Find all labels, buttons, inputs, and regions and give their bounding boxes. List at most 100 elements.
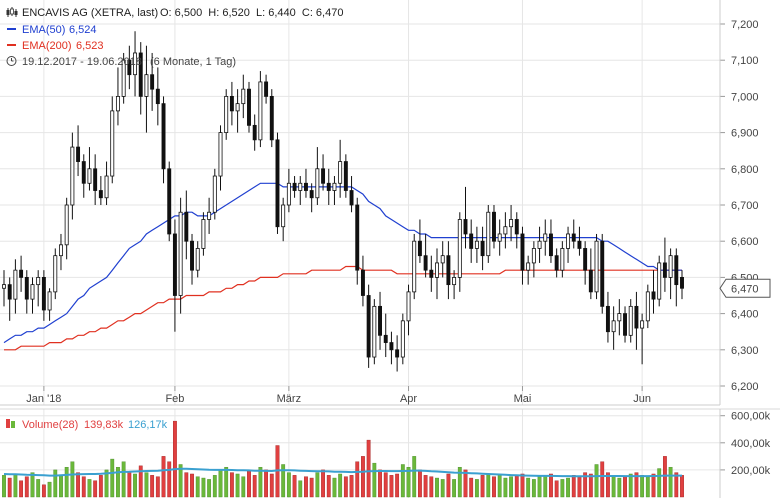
candle bbox=[474, 226, 479, 263]
candle bbox=[7, 277, 12, 321]
candle bbox=[309, 183, 314, 213]
candle-body-down bbox=[600, 240, 605, 307]
candle bbox=[36, 270, 41, 307]
candle bbox=[264, 74, 269, 104]
volume-bar-down bbox=[150, 475, 155, 498]
volume-bar-up bbox=[53, 469, 58, 498]
candle-body-down bbox=[167, 168, 172, 235]
clock-icon bbox=[6, 56, 17, 66]
candle-body-down bbox=[651, 291, 656, 300]
candle bbox=[338, 139, 343, 198]
candle bbox=[110, 96, 115, 184]
candle bbox=[172, 219, 177, 332]
candle bbox=[446, 241, 451, 300]
candle-body-down bbox=[127, 59, 132, 76]
candle-body-up bbox=[53, 255, 58, 293]
volume-bar-up bbox=[486, 473, 491, 498]
volume-bar-up bbox=[543, 475, 548, 498]
volume-bar-up bbox=[566, 477, 570, 498]
candle-body-down bbox=[98, 190, 103, 199]
candle-body-up bbox=[235, 103, 240, 112]
candle-body-up bbox=[104, 175, 109, 199]
candle bbox=[121, 52, 126, 104]
candle bbox=[252, 114, 257, 151]
volume-swatch-down bbox=[6, 419, 10, 428]
volume-bar-down bbox=[634, 472, 639, 498]
volume-bar-down bbox=[577, 476, 582, 498]
volume-bar-up bbox=[30, 472, 35, 498]
volume-bar-down bbox=[321, 469, 325, 498]
candle bbox=[258, 71, 263, 148]
volume-swatch-up bbox=[11, 421, 15, 428]
price-tick-label: 6,600 bbox=[731, 236, 759, 248]
x-tick-label: März bbox=[277, 393, 301, 405]
candle-body-down bbox=[343, 161, 348, 191]
candle bbox=[372, 299, 377, 365]
candle bbox=[93, 154, 98, 205]
candle-body-down bbox=[605, 305, 610, 333]
candle bbox=[144, 45, 149, 133]
candle bbox=[605, 291, 610, 343]
candle bbox=[235, 89, 240, 133]
volume-bar-down bbox=[383, 472, 388, 498]
candle-body-up bbox=[207, 211, 212, 220]
volume-bar-up bbox=[400, 464, 405, 498]
price-tick-label: 7,200 bbox=[731, 19, 759, 31]
candle-body-down bbox=[229, 96, 234, 112]
volume-bar-up bbox=[235, 473, 240, 498]
volume-bar-up bbox=[36, 479, 41, 498]
price-tick-label: 6,400 bbox=[731, 309, 759, 321]
candle-body-down bbox=[389, 342, 394, 351]
volume-bar-down bbox=[389, 475, 394, 498]
candle bbox=[315, 147, 320, 205]
volume-bar-down bbox=[492, 476, 496, 498]
volume-bar-down bbox=[355, 461, 360, 498]
candle-body-up bbox=[178, 211, 183, 296]
volume-bar-down bbox=[418, 469, 422, 498]
candle-body-up bbox=[70, 146, 75, 206]
candle-body-down bbox=[514, 219, 519, 235]
volume-bar-down bbox=[583, 472, 588, 498]
candle bbox=[543, 219, 548, 256]
volume-bar-down bbox=[549, 473, 553, 498]
candle bbox=[492, 205, 496, 249]
x-tick-label: Jun bbox=[633, 393, 651, 405]
candle-body-down bbox=[417, 240, 422, 257]
candle bbox=[628, 299, 633, 343]
volume-bar-down bbox=[429, 476, 434, 498]
candle-body-down bbox=[571, 233, 576, 242]
candle-body-up bbox=[2, 284, 6, 289]
candle-body-up bbox=[400, 320, 405, 358]
volume-bar-up bbox=[116, 466, 120, 498]
candle bbox=[355, 197, 360, 285]
candle-body-down bbox=[303, 182, 308, 191]
candle bbox=[286, 168, 291, 213]
candle-body-up bbox=[30, 284, 35, 300]
candle bbox=[303, 168, 308, 198]
candle-body-down bbox=[41, 276, 46, 311]
volume-bar-down bbox=[184, 472, 189, 498]
candle-body-up bbox=[657, 262, 662, 300]
candle-body-up bbox=[218, 132, 223, 177]
candle-body-down bbox=[423, 255, 428, 271]
candle bbox=[133, 31, 138, 97]
candle-body-down bbox=[378, 305, 383, 336]
volume-bar-down bbox=[264, 469, 268, 498]
candle bbox=[190, 233, 194, 285]
candle bbox=[554, 248, 559, 278]
volume-bar-up bbox=[104, 469, 109, 498]
candle bbox=[640, 313, 645, 365]
volume-bar-up bbox=[298, 480, 303, 498]
candle bbox=[429, 255, 434, 292]
candle-body-up bbox=[497, 233, 502, 242]
candle-body-up bbox=[47, 291, 52, 311]
candle-body-down bbox=[275, 139, 280, 228]
volume-bar-up bbox=[338, 473, 343, 498]
volume-bar-up bbox=[121, 461, 126, 498]
volume-y-ticks: 600,00k 400,00k 200,00k bbox=[720, 411, 771, 477]
volume-bar-down bbox=[606, 472, 610, 498]
price-grid bbox=[0, 23, 720, 387]
volume-bar-down bbox=[326, 475, 331, 498]
candle-body-down bbox=[190, 240, 194, 271]
